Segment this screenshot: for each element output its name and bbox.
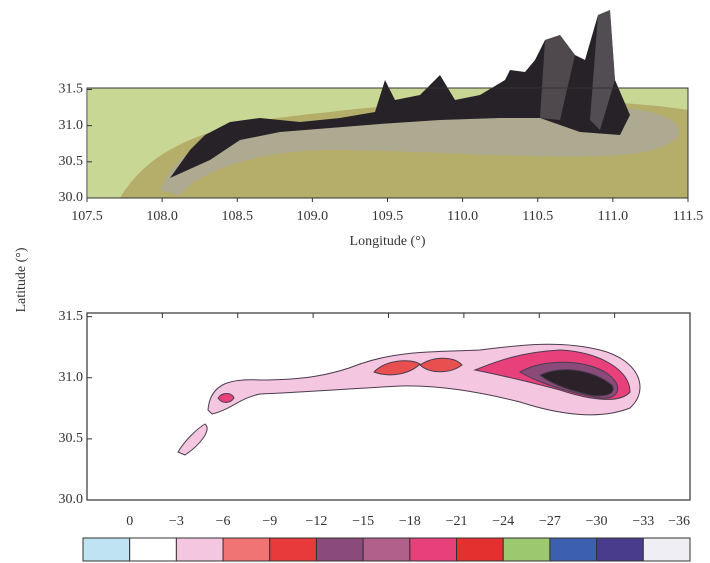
colorbar-swatch: [316, 538, 363, 561]
colorbar-swatch: [223, 538, 270, 561]
colorbar-label: −36: [668, 514, 690, 529]
colorbar-label: −18: [399, 514, 421, 529]
colorbar-label: −24: [492, 514, 514, 529]
y-tick-label: 31.0: [59, 370, 84, 385]
x-tick-label: 107.5: [71, 209, 103, 224]
x-tick-label: 110.5: [522, 209, 553, 224]
colorbar-label: −9: [262, 514, 277, 529]
x-tick-label: 108.0: [146, 209, 178, 224]
colorbar-swatch: [503, 538, 550, 561]
colorbar-swatch: [550, 538, 597, 561]
colorbar-swatch: [83, 538, 130, 561]
y-axis-label: Latitude (°): [14, 247, 29, 312]
y-tick-label: 31.5: [59, 82, 84, 97]
y-tick-label: 30.5: [59, 154, 84, 169]
x-tick-label: 111.0: [598, 209, 628, 224]
colorbar-swatch: [410, 538, 457, 561]
colorbar-label: −30: [586, 514, 608, 529]
colorbar-label: −33: [632, 514, 654, 529]
colorbar-label: −12: [306, 514, 328, 529]
x-tick-label: 109.0: [297, 209, 329, 224]
colorbar-swatch: [270, 538, 317, 561]
surface-art: [88, 10, 688, 198]
y-tick-label: 30.0: [59, 492, 84, 507]
colorbar-label: −6: [216, 514, 231, 529]
y-tick-label: 31.5: [59, 309, 84, 324]
colorbar-label: −21: [446, 514, 468, 529]
colorbar-swatch: [363, 538, 410, 561]
x-tick-label: 109.5: [372, 209, 404, 224]
colorbar-swatch: [597, 538, 644, 561]
x-tick-label: 110.0: [447, 209, 478, 224]
y-tick-label: 31.0: [59, 118, 84, 133]
x-axis-label: Longitude (°): [350, 234, 426, 249]
x-tick-label: 108.5: [222, 209, 254, 224]
colorbar-label: −3: [169, 514, 184, 529]
colorbar-swatch: [176, 538, 223, 561]
colorbar-swatch: [130, 538, 177, 561]
colorbar-label: −15: [352, 514, 374, 529]
y-tick-label: 30.5: [59, 431, 84, 446]
y-tick-label: 30.0: [59, 190, 84, 205]
figure: 30.0 30.5 31.0 31.5 107.5 108.0 108.5 109.0 109.…: [0, 0, 710, 563]
x-tick-label: 111.5: [673, 209, 703, 224]
colorbar-swatch: [457, 538, 504, 561]
colorbar-swatch: [643, 538, 690, 561]
colorbar-label: 0: [126, 514, 133, 529]
colorbar-label: −27: [539, 514, 561, 529]
